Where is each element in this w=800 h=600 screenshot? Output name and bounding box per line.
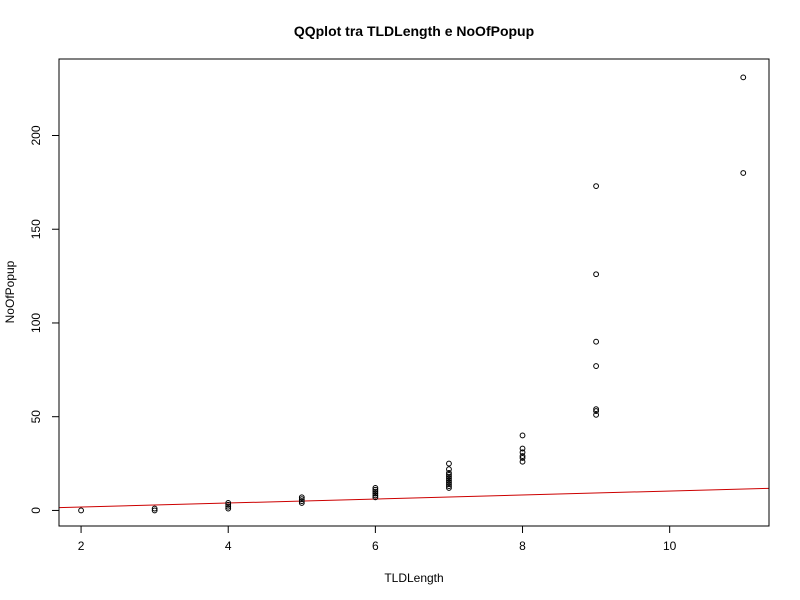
data-point — [519, 445, 526, 452]
data-point — [519, 432, 526, 439]
data-point — [446, 477, 452, 484]
data-point — [740, 74, 747, 81]
data-point — [446, 475, 452, 482]
data-point — [372, 492, 379, 499]
data-point — [593, 338, 599, 345]
data-point — [593, 406, 599, 413]
data-point — [372, 490, 379, 497]
reference-line — [58, 487, 770, 509]
x-tick-label: 2 — [78, 539, 85, 553]
y-axis-label: NoOfPopup — [3, 260, 17, 323]
y-tick-label: 50 — [29, 410, 43, 424]
data-point — [372, 488, 379, 495]
y-tick-label: 150 — [29, 219, 43, 239]
data-point — [446, 471, 452, 478]
data-point — [372, 494, 379, 501]
y-axis: 0 50 100 150 200 — [29, 125, 59, 514]
data-point — [151, 507, 158, 514]
chart-title: QQplot tra TLDLength e NoOfPopup — [294, 23, 534, 39]
data-point — [519, 455, 526, 461]
points-layer — [78, 74, 747, 514]
data-point — [225, 500, 232, 506]
data-point — [298, 496, 305, 503]
data-point — [225, 501, 232, 508]
data-point — [519, 449, 526, 456]
data-point — [519, 453, 526, 459]
data-point — [519, 458, 526, 465]
x-tick-label: 4 — [225, 539, 232, 553]
reference-line-layer — [58, 487, 770, 509]
data-point — [446, 473, 452, 480]
data-point — [372, 486, 379, 493]
y-tick-label: 200 — [29, 125, 43, 145]
data-point — [298, 500, 305, 506]
data-point — [225, 503, 232, 510]
data-point — [446, 460, 452, 467]
data-point — [593, 183, 599, 190]
data-point — [298, 494, 305, 501]
data-point — [446, 481, 452, 488]
y-tick-label: 0 — [29, 507, 43, 514]
data-point — [298, 498, 305, 504]
x-tick-label: 10 — [663, 539, 677, 553]
data-point — [446, 485, 452, 491]
data-point — [593, 411, 599, 418]
data-point — [593, 408, 599, 414]
data-point — [593, 363, 599, 369]
data-point — [151, 505, 158, 512]
data-point — [446, 479, 452, 486]
data-point — [740, 170, 747, 176]
data-point — [446, 483, 452, 489]
data-point — [593, 271, 599, 278]
data-point — [225, 505, 232, 512]
data-point — [446, 466, 452, 473]
data-point — [78, 507, 84, 514]
x-tick-label: 8 — [519, 539, 526, 553]
x-axis-label: TLDLength — [384, 571, 443, 585]
data-point — [372, 485, 379, 491]
x-axis: 2 4 6 8 10 — [78, 526, 677, 553]
y-tick-label: 100 — [29, 313, 43, 333]
plot-frame — [58, 58, 770, 527]
data-point — [446, 470, 452, 476]
x-tick-label: 6 — [372, 539, 379, 553]
